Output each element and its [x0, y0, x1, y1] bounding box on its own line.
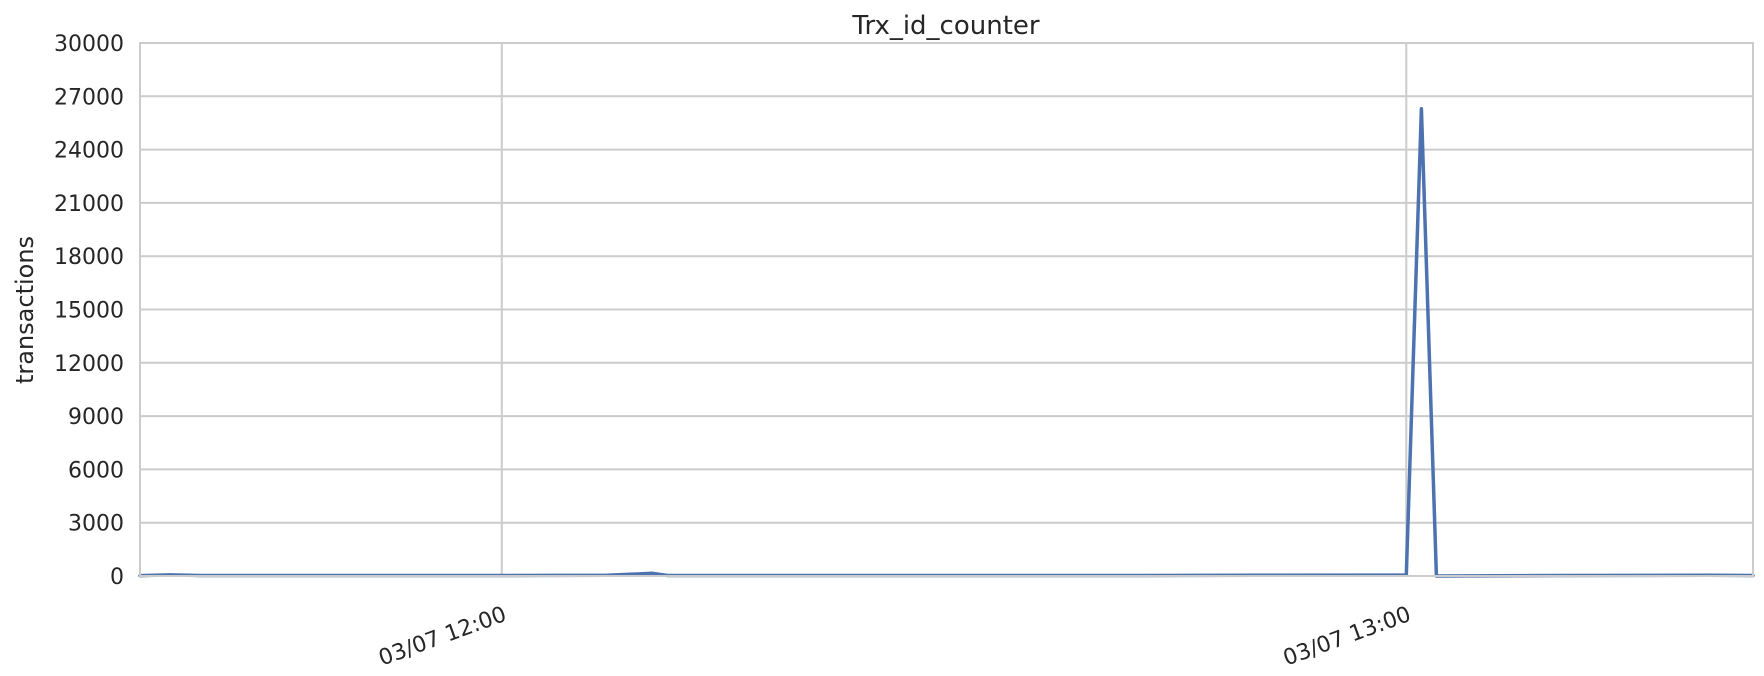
y-tick-label: 24000 — [54, 139, 124, 164]
y-tick-label: 0 — [110, 565, 124, 590]
plot-frame — [139, 42, 1754, 577]
series-layer — [138, 106, 1755, 578]
y-tick-label: 21000 — [54, 192, 124, 217]
series-line — [138, 106, 1755, 578]
y-axis-ticks: 0 3000 6000 9000 12000 15000 18000 21000 24000 27… — [54, 32, 124, 590]
y-axis-title: transactions — [11, 236, 39, 384]
y-tick-label: 3000 — [68, 512, 124, 537]
y-tick-label: 15000 — [54, 299, 124, 324]
data-point — [1420, 107, 1423, 110]
x-axis-ticks: 03/07 12:00 03/07 13:00 — [376, 602, 1415, 671]
data-point — [651, 572, 654, 575]
y-tick-label: 9000 — [68, 405, 124, 430]
chart-title: Trx_id_counter — [851, 11, 1040, 41]
x-tick-label: 03/07 13:00 — [1280, 602, 1414, 671]
y-tick-label: 6000 — [68, 458, 124, 483]
grid — [140, 42, 1753, 577]
y-tick-label: 30000 — [54, 32, 124, 57]
x-tick-label: 03/07 12:00 — [376, 602, 510, 671]
y-tick-label: 12000 — [54, 352, 124, 377]
y-tick-label: 18000 — [54, 245, 124, 270]
y-tick-label: 27000 — [54, 85, 124, 110]
